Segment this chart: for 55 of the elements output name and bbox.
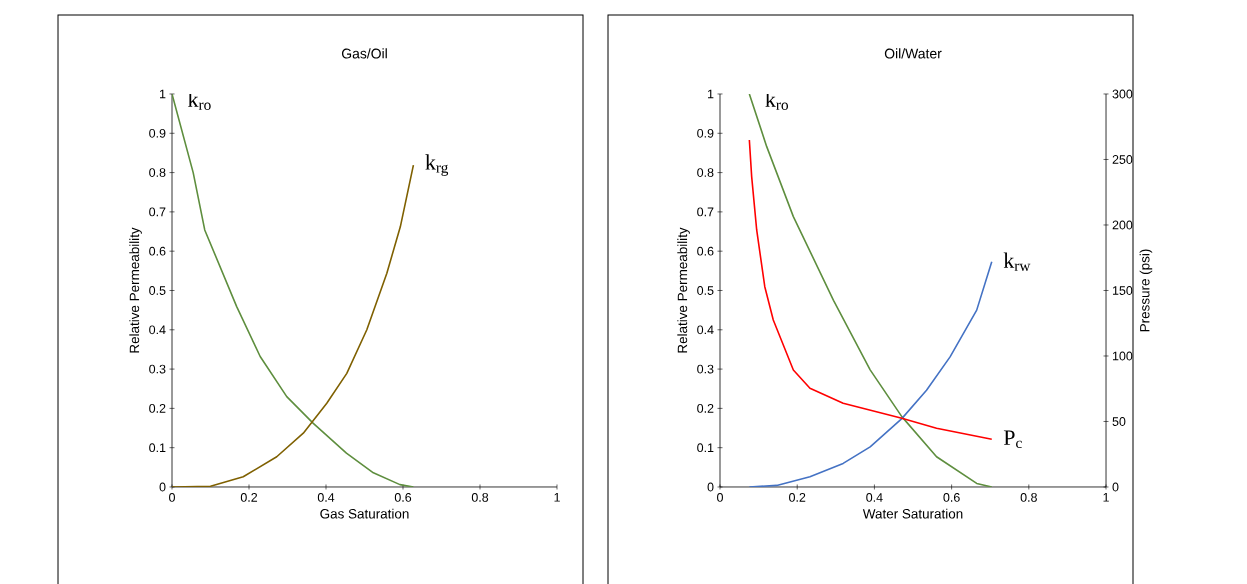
y-tick-label: 0.9 [149, 128, 166, 138]
y-axis-title: Relative Permeability [677, 227, 690, 353]
series-label: P$_{c}$ [1003, 430, 1022, 449]
y2-tick-label: 250 [1112, 155, 1133, 164]
series-label: k$_{rw}$ [1003, 252, 1031, 272]
y-axis-title: Relative Permeability [129, 227, 142, 353]
y-tick-label: 0 [707, 482, 714, 492]
line-series [748, 93, 993, 487]
x-tick-label: 0.6 [394, 493, 412, 502]
y-tick-label: 0.6 [697, 246, 714, 256]
y-tick-label: 0.1 [697, 443, 714, 453]
y2-tick-label: 100 [1112, 351, 1133, 361]
y-tick-label: 0.5 [149, 286, 166, 295]
y-tick-label: 1 [708, 89, 714, 99]
y-tick-label: 0.2 [697, 403, 714, 413]
y-tick-label: 0.5 [697, 286, 714, 295]
y-tick-label: 0.8 [149, 168, 166, 177]
y-tick-label: 0.4 [697, 325, 714, 335]
x-axis-title: Water Saturation [862, 508, 963, 519]
y-tick-label: 0 [159, 482, 166, 492]
y-tick-label: 0.3 [697, 364, 714, 374]
line-series [748, 139, 993, 441]
line-series [172, 164, 415, 487]
series-label: k$_{rg}$ [425, 154, 449, 176]
x-tick-label: 0.4 [317, 493, 335, 502]
x-tick-label: 0.2 [789, 493, 806, 502]
x-tick-label: 0 [169, 493, 175, 502]
x-tick-label: 1 [554, 493, 560, 502]
y-tick-label: 0.2 [149, 403, 166, 413]
y-tick-label: 0.7 [149, 207, 166, 217]
x-tick-label: 0.8 [1020, 493, 1037, 502]
y2-tick-label: 0 [1112, 482, 1119, 492]
x-axis-title: Gas Saturation [320, 508, 409, 519]
chart-title: Gas/Oil [341, 48, 387, 59]
y2-tick-label: 200 [1112, 220, 1133, 230]
x-tick-label: 1 [1103, 493, 1109, 502]
y2-axis-title: Pressure (psi) [1139, 249, 1153, 332]
y2-tick-label: 50 [1112, 417, 1126, 426]
y-tick-label: 0.1 [149, 443, 166, 453]
y-tick-label: 1 [160, 89, 166, 99]
chart-title: Oil/Water [884, 48, 942, 59]
x-tick-label: 0 [717, 493, 723, 502]
y-tick-label: 0.4 [149, 325, 166, 335]
y-tick-label: 0.7 [697, 207, 714, 217]
y2-tick-label: 150 [1112, 286, 1133, 295]
x-tick-label: 0.6 [943, 493, 960, 502]
line-series [748, 261, 993, 487]
x-tick-label: 0.8 [471, 493, 489, 502]
x-tick-label: 0.4 [866, 493, 883, 502]
y-tick-label: 0.3 [149, 364, 166, 374]
y-tick-label: 0.9 [697, 128, 714, 138]
y2-tick-label: 300 [1112, 89, 1133, 99]
y-tick-label: 0.8 [697, 168, 714, 177]
x-tick-label: 0.2 [240, 493, 258, 502]
y-tick-label: 0.6 [149, 246, 166, 256]
